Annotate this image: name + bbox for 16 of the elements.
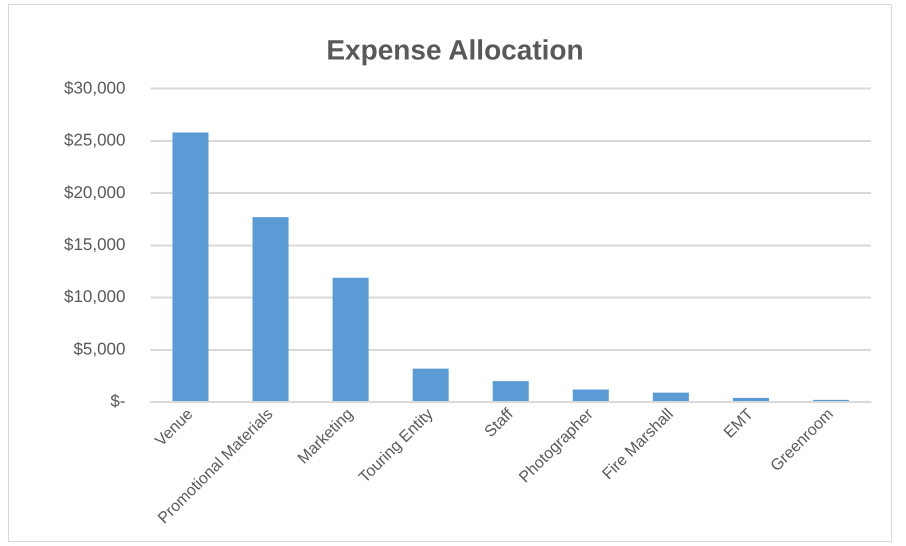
bar bbox=[572, 389, 609, 402]
bar bbox=[492, 381, 529, 402]
bar bbox=[172, 132, 208, 402]
y-tick-label: $30,000 bbox=[64, 78, 126, 98]
bar bbox=[732, 398, 769, 402]
y-tick-label: $10,000 bbox=[64, 287, 126, 306]
y-tick-label: $5,000 bbox=[73, 339, 126, 358]
bar bbox=[332, 278, 369, 402]
chart-title: Expense Allocation bbox=[326, 34, 584, 66]
bar bbox=[252, 217, 289, 402]
bar bbox=[652, 392, 689, 402]
y-tick-label: $25,000 bbox=[64, 130, 126, 150]
bar bbox=[412, 368, 449, 402]
y-tick-label: $15,000 bbox=[64, 234, 126, 254]
y-tick-label: $- bbox=[110, 392, 126, 411]
y-tick-label: $20,000 bbox=[64, 182, 126, 202]
